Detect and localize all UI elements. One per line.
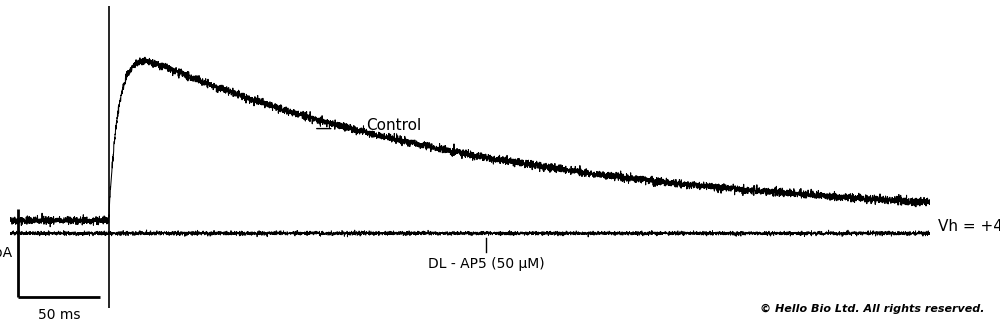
Text: DL - AP5 (50 μM): DL - AP5 (50 μM) (428, 257, 545, 271)
Text: 50 ms: 50 ms (38, 308, 81, 322)
Text: © Hello Bio Ltd. All rights reserved.: © Hello Bio Ltd. All rights reserved. (761, 304, 985, 314)
Text: Vh = +40mV: Vh = +40mV (938, 219, 1000, 235)
Text: 100 pA: 100 pA (0, 246, 12, 260)
Text: Control: Control (366, 118, 422, 133)
